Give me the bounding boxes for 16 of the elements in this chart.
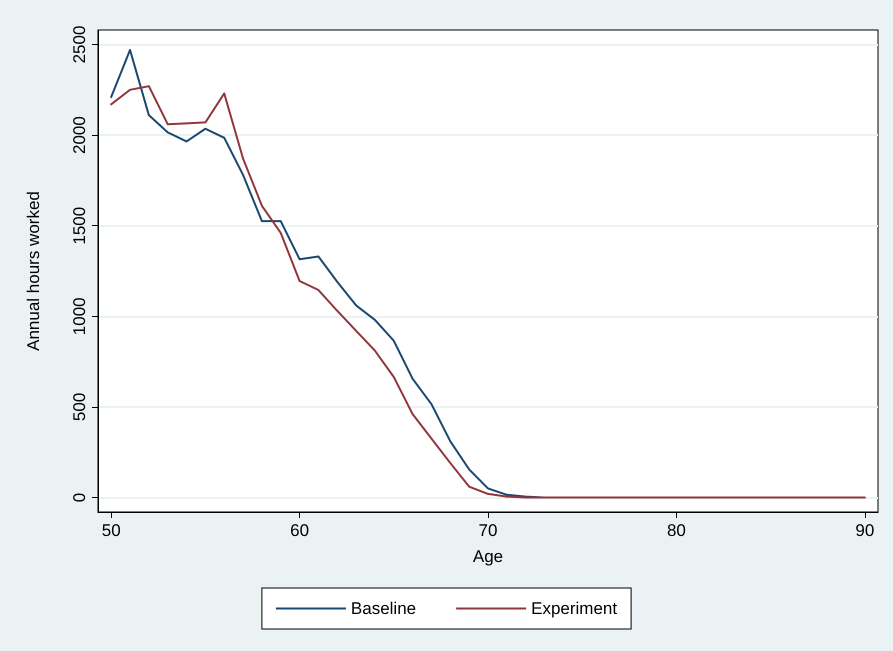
x-axis-title: Age bbox=[472, 547, 504, 566]
y-tick-label: 1000 bbox=[70, 297, 89, 336]
y-tick-label: 1500 bbox=[70, 206, 89, 245]
line-series bbox=[110, 85, 866, 499]
x-tick-label: 50 bbox=[102, 521, 121, 540]
y-axis-title: Annual hours worked bbox=[24, 191, 43, 351]
x-tick-label: 70 bbox=[478, 521, 498, 540]
x-tick-label: 80 bbox=[666, 521, 686, 540]
legend-label: Baseline bbox=[350, 599, 416, 618]
x-tick-label: 90 bbox=[855, 521, 874, 540]
y-tick-label: 500 bbox=[70, 392, 89, 422]
y-tick-label: 0 bbox=[70, 492, 89, 502]
x-tick-label: 60 bbox=[290, 521, 310, 540]
legend-label: Experiment bbox=[531, 599, 618, 618]
y-tick-label: 2500 bbox=[70, 26, 89, 64]
y-tick-label: 2000 bbox=[70, 116, 89, 154]
